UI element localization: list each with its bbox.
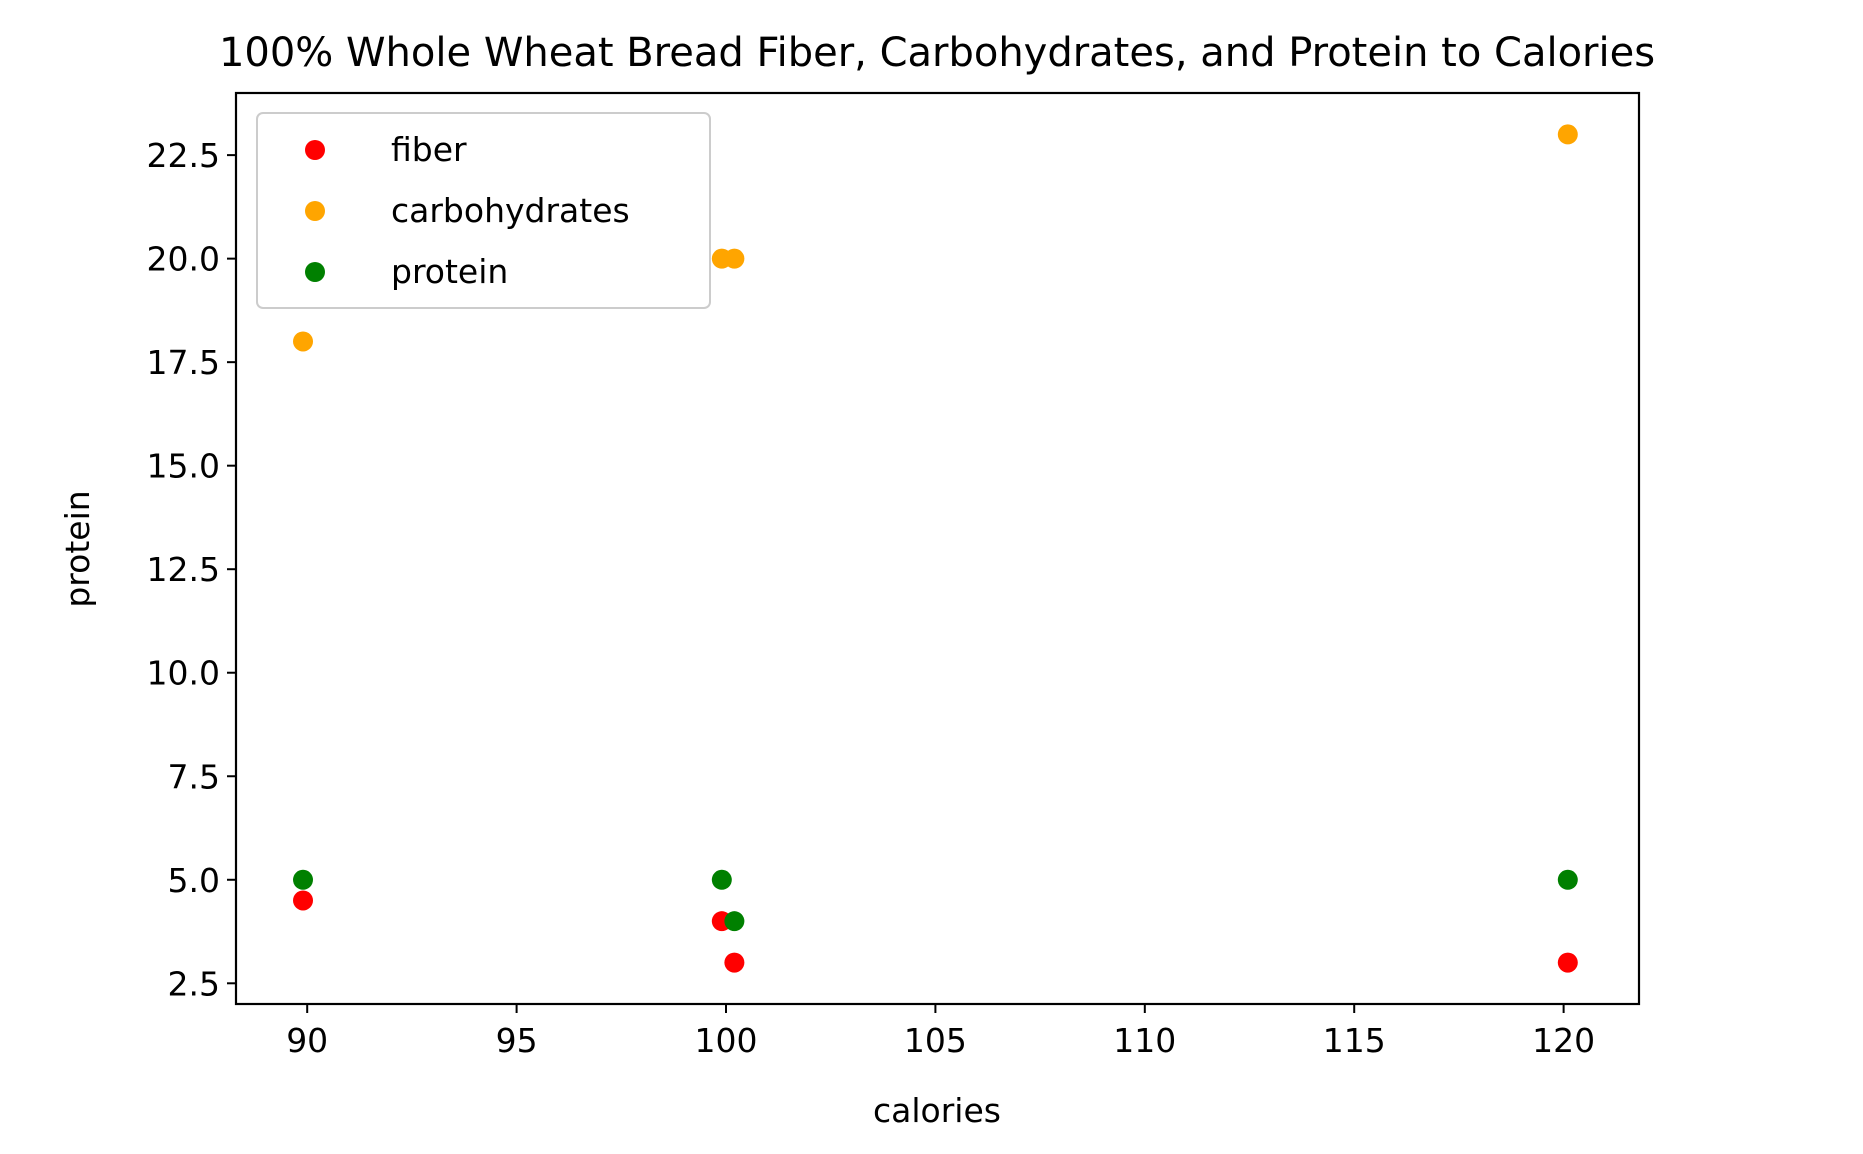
y-tick-label: 2.5 bbox=[168, 964, 220, 1003]
x-tick-label: 120 bbox=[1532, 1021, 1595, 1060]
y-axis-label: protein bbox=[58, 490, 97, 607]
y-tick-label: 5.0 bbox=[168, 861, 220, 900]
data-point-protein bbox=[724, 911, 745, 932]
legend-label-carbohydrates: carbohydrates bbox=[391, 191, 630, 230]
data-point-fiber bbox=[293, 890, 314, 911]
legend-label-protein: protein bbox=[391, 252, 508, 291]
legend-marker-carbohydrates bbox=[305, 201, 325, 221]
y-tick-label: 7.5 bbox=[168, 757, 220, 796]
y-tick-label: 10.0 bbox=[147, 654, 220, 693]
legend-label-fiber: fiber bbox=[391, 130, 467, 169]
legend-marker-fiber bbox=[305, 140, 325, 160]
data-points bbox=[293, 124, 1578, 973]
x-axis-label: calories bbox=[873, 1091, 1001, 1130]
y-tick-label: 20.0 bbox=[147, 240, 220, 279]
legend-marker-protein bbox=[305, 262, 325, 282]
data-point-carbohydrates bbox=[724, 248, 745, 269]
y-tick-label: 17.5 bbox=[147, 343, 220, 382]
series-protein bbox=[293, 869, 1578, 932]
x-tick-label: 90 bbox=[286, 1021, 328, 1060]
data-point-fiber bbox=[1557, 952, 1578, 973]
data-point-protein bbox=[293, 869, 314, 890]
x-tick-label: 115 bbox=[1323, 1021, 1386, 1060]
legend: fiber carbohydrates protein bbox=[256, 112, 711, 309]
data-point-protein bbox=[711, 869, 732, 890]
y-tick-label: 22.5 bbox=[147, 136, 220, 175]
y-tick-label: 15.0 bbox=[147, 447, 220, 486]
data-point-carbohydrates bbox=[293, 331, 314, 352]
x-tick-label: 110 bbox=[1113, 1021, 1176, 1060]
y-tick-label: 12.5 bbox=[147, 550, 220, 589]
axis-ticks: 90 95 100 105 110 115 120 2.5 5.0 7.5 10.0 12.5 15.0… bbox=[147, 136, 1596, 1060]
data-point-protein bbox=[1557, 869, 1578, 890]
data-point-carbohydrates bbox=[1557, 124, 1578, 145]
x-tick-label: 95 bbox=[496, 1021, 538, 1060]
chart-title: 100% Whole Wheat Bread Fiber, Carbohydra… bbox=[219, 30, 1655, 76]
series-fiber bbox=[293, 890, 1578, 973]
plot-area-frame bbox=[234, 91, 1641, 1006]
x-tick-label: 105 bbox=[904, 1021, 967, 1060]
legend-box bbox=[256, 112, 711, 309]
series-carbohydrates bbox=[293, 124, 1578, 352]
data-point-fiber bbox=[724, 952, 745, 973]
x-tick-label: 100 bbox=[695, 1021, 758, 1060]
